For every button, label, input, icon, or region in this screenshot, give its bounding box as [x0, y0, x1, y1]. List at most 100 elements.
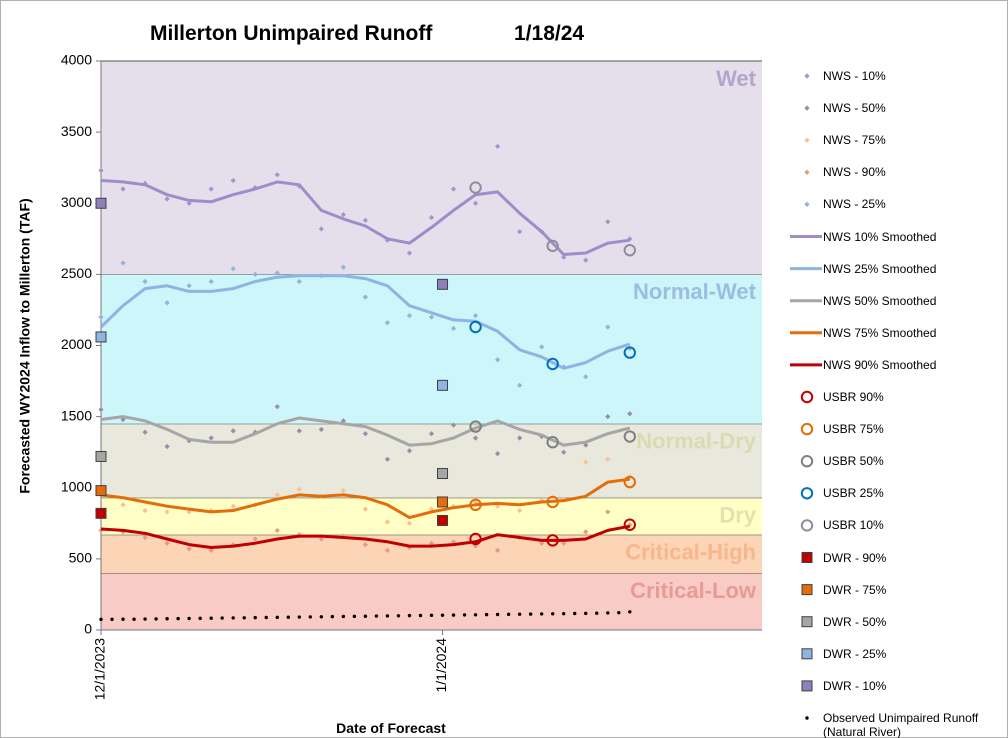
point [164, 196, 170, 202]
point [539, 344, 545, 350]
point [274, 270, 280, 276]
point [561, 540, 567, 546]
point [384, 320, 391, 326]
point [406, 313, 413, 319]
band [101, 61, 762, 275]
band-label: Dry [719, 503, 756, 528]
legend-label: USBR 50% [823, 454, 884, 469]
point [469, 320, 482, 334]
legend-label: NWS 10% Smoothed [823, 229, 937, 244]
point [495, 612, 500, 617]
legend-marker [801, 552, 813, 563]
point [142, 429, 148, 435]
point [95, 507, 107, 519]
point [176, 616, 180, 621]
y-tick-label: 2000 [61, 336, 92, 352]
point [428, 214, 435, 221]
point [318, 226, 324, 232]
point [428, 540, 435, 546]
point [274, 492, 280, 498]
legend-label: NWS - 10% [823, 69, 886, 83]
series-line [100, 477, 630, 520]
point [396, 614, 401, 618]
legend-marker [800, 422, 814, 436]
x-axis-label: Date of Forecast [336, 720, 446, 736]
point [573, 611, 577, 616]
point [623, 346, 636, 359]
legend-label: DWR - 25% [823, 646, 887, 661]
legend-label: NWS - 90% [823, 165, 886, 180]
point [472, 543, 479, 549]
point [362, 506, 368, 512]
chart-subtitle: 1/18/24 [514, 22, 584, 45]
point [623, 243, 636, 257]
band-label: Normal-Dry [636, 429, 757, 454]
point [352, 614, 357, 619]
point [539, 612, 544, 616]
y-tick-label: 500 [69, 550, 93, 566]
legend-marker [800, 390, 814, 404]
point [385, 614, 390, 618]
point [628, 610, 632, 614]
point [406, 250, 413, 256]
point [384, 456, 391, 462]
band [101, 274, 762, 424]
point [341, 614, 346, 619]
point [583, 257, 589, 263]
point [605, 509, 611, 515]
point [450, 186, 457, 192]
point [374, 614, 379, 618]
y-tick-label: 2500 [61, 265, 92, 281]
point [340, 264, 346, 270]
legend-label: DWR - 75% [823, 582, 887, 597]
point [252, 271, 258, 277]
point [605, 456, 611, 462]
point [220, 616, 224, 620]
point [583, 459, 589, 465]
legend-label: NWS 75% Smoothed [823, 325, 937, 340]
point [121, 617, 125, 621]
point [164, 540, 170, 546]
point [208, 186, 214, 192]
point [627, 522, 633, 528]
legend-label: NWS 50% Smoothed [823, 293, 937, 308]
point [330, 614, 335, 619]
point [362, 294, 368, 300]
series-line [100, 179, 630, 256]
point [274, 527, 280, 534]
point [437, 496, 449, 508]
point [428, 431, 435, 437]
point [428, 314, 435, 320]
point [319, 615, 324, 619]
point [418, 613, 423, 618]
point [187, 616, 191, 621]
point [98, 167, 104, 174]
point [242, 616, 246, 620]
point [186, 509, 192, 515]
point [623, 430, 636, 443]
point [450, 539, 457, 545]
point [318, 536, 324, 542]
legend-label: USBR 90% [823, 390, 884, 404]
point [120, 416, 126, 423]
legend-label: NWS 25% Smoothed [823, 261, 937, 276]
point [142, 507, 148, 514]
point [546, 534, 559, 547]
point [230, 266, 236, 272]
point [362, 542, 368, 548]
point [595, 611, 599, 615]
point [296, 486, 302, 492]
point [308, 615, 313, 619]
x-tick-label: 1/1/2024 [433, 638, 449, 693]
point [623, 475, 636, 489]
point [605, 414, 611, 420]
y-tick-label: 3000 [61, 194, 92, 210]
point [274, 404, 280, 410]
legend-marker [801, 648, 813, 660]
point [429, 613, 434, 618]
y-tick-label: 0 [84, 621, 92, 637]
legend-marker [804, 105, 810, 111]
point [165, 617, 169, 621]
point [208, 547, 214, 553]
